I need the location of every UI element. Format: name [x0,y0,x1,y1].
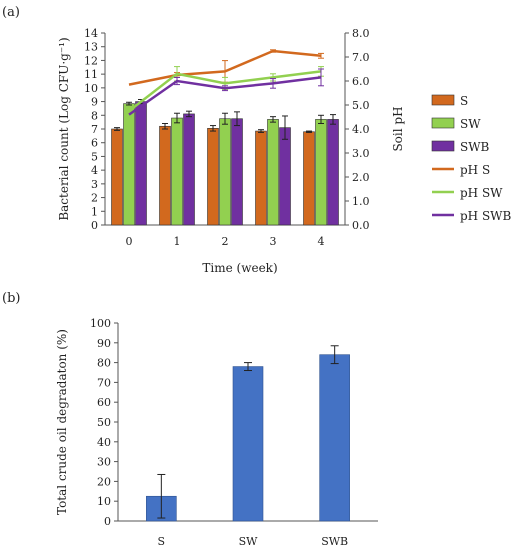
y-tick-label-right-a: 2.0 [352,171,370,184]
y-tick-label-right-a: 1.0 [352,195,370,208]
panel-b-label: (b) [2,291,20,306]
panel-a-label: (a) [2,5,20,20]
y-tick-label-left-a: 13 [84,41,98,54]
bar-sw [232,366,264,522]
y-axis-label-left-a: Bacterial count (Log CFU·g⁻¹) [57,37,71,220]
x-tick-label-a: 2 [222,235,229,248]
bar-sw-3 [267,119,279,226]
bar-swb-1 [183,113,195,226]
bar-sw-4 [315,119,327,226]
bar-swb-4 [327,119,339,226]
x-tick-label-a: 4 [318,235,325,248]
bar-s-0 [111,128,123,226]
bar-s-2 [207,128,219,226]
bar-s-4 [303,131,315,226]
legend-label-ph-s: pH S [460,163,490,177]
y-tick-label-b: 40 [97,436,111,449]
x-tick-label-a: 3 [270,235,277,248]
legend-label-s: S [460,94,468,108]
y-tick-label-b: 100 [90,317,111,330]
y-tick-label-left-a: 11 [84,68,98,81]
y-tick-label-right-a: 0.0 [352,219,370,232]
y-tick-label-left-a: 1 [91,205,98,218]
bar-swb-3 [279,127,291,226]
y-tick-label-left-a: 7 [91,123,98,136]
bar-sw-0 [123,103,135,226]
y-tick-label-b: 30 [97,456,111,469]
legend-label-ph-swb: pH SWB [460,209,512,223]
y-tick-label-left-a: 10 [84,82,98,95]
x-axis-label-a: Time (week) [202,261,277,275]
x-tick-label-b: SWB [321,535,348,548]
y-tick-label-left-a: 2 [91,192,98,205]
x-tick-label-b: S [158,535,166,548]
bar-swb [319,354,350,522]
y-axis-label-right-a: Soil pH [391,106,405,151]
y-tick-label-b: 0 [104,515,111,528]
legend-label-swb: SWB [460,140,490,154]
chart-b: 0 10 20 30 40 50 60 70 80 90 100 S SW SWB [90,317,378,548]
bar-sw-1 [171,117,183,226]
chart-a: 012345678910111213140.01.02.03.04.05.06.… [84,27,512,248]
legend-swatch-sw [431,117,455,129]
y-tick-label-right-a: 5.0 [352,99,370,112]
y-tick-label-right-a: 8.0 [352,27,370,40]
y-tick-label-right-a: 6.0 [352,75,370,88]
legend-label-sw: SW [460,117,481,131]
legend-swatch-swb [431,140,455,152]
y-tick-label-left-a: 3 [91,178,98,191]
legend-swatch-s [431,94,455,106]
bar-swb-0 [135,101,147,226]
y-axis-label-b: Total crude oil degradaton (%) [55,329,69,515]
x-tick-label-b: SW [239,535,259,548]
bar-sw-2 [219,118,231,226]
y-tick-label-b: 70 [97,376,111,389]
y-tick-label-b: 80 [97,357,111,370]
bar-swb-2 [231,118,243,226]
y-tick-label-b: 20 [97,475,111,488]
x-tick-label-a: 1 [174,235,181,248]
y-tick-label-b: 90 [97,337,111,350]
x-tick-label-a: 0 [126,235,133,248]
legend-label-ph-sw: pH SW [460,186,503,200]
y-tick-label-left-a: 8 [91,109,98,122]
y-tick-label-left-a: 5 [91,150,98,163]
y-tick-label-b: 50 [97,416,111,429]
y-tick-label-left-a: 6 [91,137,98,150]
y-tick-label-b: 60 [97,396,111,409]
y-tick-label-left-a: 14 [84,27,98,40]
y-tick-label-left-a: 0 [91,219,98,232]
y-tick-label-left-a: 4 [91,164,98,177]
y-tick-label-right-a: 7.0 [352,51,370,64]
y-tick-label-left-a: 12 [84,54,98,67]
bar-s-3 [255,130,267,226]
y-tick-label-b: 10 [97,495,111,508]
y-tick-label-right-a: 3.0 [352,147,370,160]
y-tick-label-left-a: 9 [91,96,98,109]
y-tick-label-right-a: 4.0 [352,123,370,136]
bar-s-1 [159,125,171,226]
